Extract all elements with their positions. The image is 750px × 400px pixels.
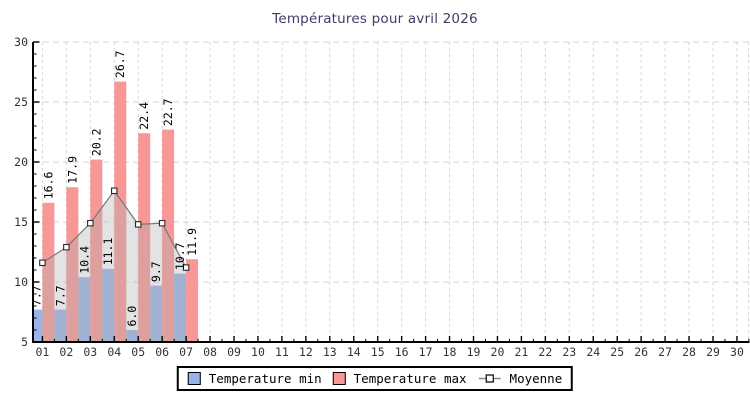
svg-text:04: 04 <box>107 345 121 359</box>
svg-text:17.9: 17.9 <box>65 156 79 184</box>
svg-text:25: 25 <box>14 95 28 109</box>
svg-text:06: 06 <box>155 345 169 359</box>
svg-text:11.1: 11.1 <box>101 238 115 266</box>
bar-min-01 <box>33 309 43 342</box>
svg-text:11.9: 11.9 <box>185 228 199 256</box>
svg-text:22.4: 22.4 <box>137 102 151 130</box>
svg-text:5: 5 <box>21 335 28 349</box>
legend-item-moyenne: Moyenne <box>478 371 563 386</box>
bar-min-03 <box>78 277 91 342</box>
gridlines <box>33 41 749 342</box>
svg-text:16.6: 16.6 <box>41 172 55 200</box>
svg-text:03: 03 <box>83 345 97 359</box>
bar-min-04 <box>102 268 115 342</box>
svg-text:20.2: 20.2 <box>89 128 103 156</box>
bar-max-02 <box>66 187 79 342</box>
svg-text:9.7: 9.7 <box>149 261 163 282</box>
svg-text:12: 12 <box>299 345 313 359</box>
svg-text:7.7: 7.7 <box>53 285 67 306</box>
legend: Temperature min Temperature max Moyenne <box>176 366 574 391</box>
svg-text:22.7: 22.7 <box>161 98 175 126</box>
value-labels: 7.7 7.7 10.4 11.1 6.0 9.7 10.7 16.6 17.9 20.2 26.7… <box>29 50 199 326</box>
svg-text:7.7: 7.7 <box>29 285 43 306</box>
moyenne-area <box>42 190 187 342</box>
svg-text:10.4: 10.4 <box>77 246 91 274</box>
svg-text:25: 25 <box>610 345 624 359</box>
bar-min-05 <box>126 330 139 342</box>
svg-text:29: 29 <box>706 345 720 359</box>
svg-text:16: 16 <box>395 345 409 359</box>
tick-labels: 5 10 15 20 25 30 01 02 03 04 05 06 07 08 09 10 11 12 13 14 1… <box>14 35 744 359</box>
legend-label-temperature-min: Temperature min <box>208 371 322 386</box>
svg-text:6.0: 6.0 <box>125 306 139 327</box>
moyenne-line-marker-icon <box>478 374 501 383</box>
legend-label-temperature-max: Temperature max <box>353 371 467 386</box>
bars-temperature-max <box>42 81 199 342</box>
bar-max-06 <box>162 129 175 342</box>
svg-text:24: 24 <box>586 345 600 359</box>
svg-text:05: 05 <box>131 345 145 359</box>
svg-text:11: 11 <box>275 345 289 359</box>
plot-area: 7.7 7.7 10.4 11.1 6.0 9.7 10.7 16.6 17.9 20.2 26.7… <box>14 35 750 359</box>
svg-text:10.7: 10.7 <box>173 242 187 270</box>
svg-text:14: 14 <box>347 345 361 359</box>
svg-text:13: 13 <box>323 345 337 359</box>
legend-item-temperature-max: Temperature max <box>332 371 467 386</box>
temperature-min-swatch-icon <box>187 372 201 385</box>
svg-text:09: 09 <box>227 345 241 359</box>
temperature-max-swatch-icon <box>332 372 346 385</box>
legend-item-temperature-min: Temperature min <box>187 371 322 386</box>
bars-temperature-min <box>33 268 187 342</box>
bar-min-02 <box>54 309 67 342</box>
svg-text:15: 15 <box>371 345 385 359</box>
svg-text:22: 22 <box>538 345 552 359</box>
svg-text:18: 18 <box>443 345 457 359</box>
svg-text:30: 30 <box>730 345 744 359</box>
bar-max-04 <box>114 81 127 342</box>
chart-title: Températures pour avril 2026 <box>272 11 478 27</box>
axes <box>32 41 750 343</box>
svg-text:20: 20 <box>491 345 505 359</box>
svg-text:30: 30 <box>14 35 28 49</box>
bar-max-07 <box>186 259 199 342</box>
svg-text:07: 07 <box>179 345 193 359</box>
bar-max-05 <box>138 133 151 342</box>
svg-text:02: 02 <box>59 345 73 359</box>
svg-text:01: 01 <box>35 345 49 359</box>
svg-text:26.7: 26.7 <box>113 50 127 78</box>
bar-max-01 <box>42 202 55 342</box>
svg-text:19: 19 <box>467 345 481 359</box>
svg-text:10: 10 <box>251 345 265 359</box>
svg-text:28: 28 <box>682 345 696 359</box>
legend-label-moyenne: Moyenne <box>509 371 563 386</box>
moyenne-markers <box>39 187 190 271</box>
svg-text:10: 10 <box>14 275 28 289</box>
svg-text:15: 15 <box>14 215 28 229</box>
svg-text:26: 26 <box>634 345 648 359</box>
svg-text:20: 20 <box>14 155 28 169</box>
svg-text:27: 27 <box>658 345 672 359</box>
bar-max-03 <box>90 159 103 342</box>
bar-min-06 <box>150 285 163 342</box>
svg-text:17: 17 <box>419 345 433 359</box>
svg-text:21: 21 <box>514 345 528 359</box>
svg-text:08: 08 <box>203 345 217 359</box>
svg-text:23: 23 <box>562 345 576 359</box>
bar-min-07 <box>174 273 187 342</box>
